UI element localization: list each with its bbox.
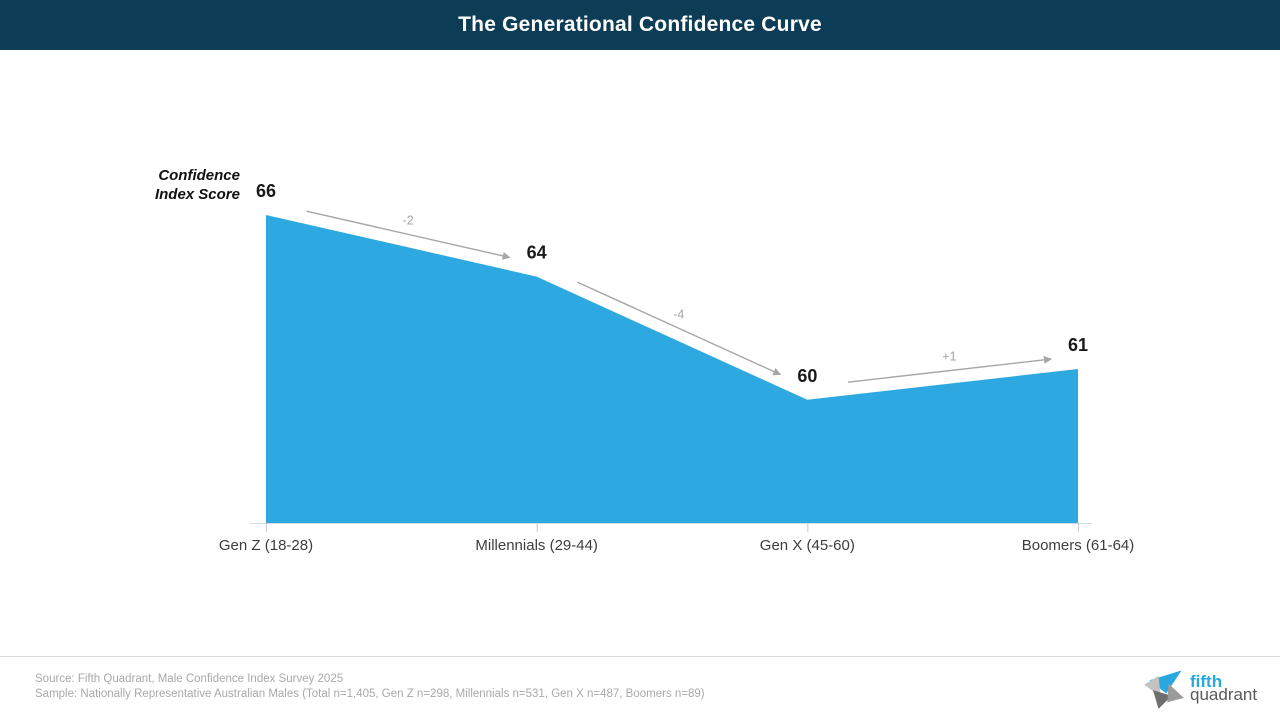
delta-arrow xyxy=(576,281,782,376)
x-axis-label: Millennials (29-44) xyxy=(475,537,598,554)
value-label: 66 xyxy=(256,181,276,201)
title-bar: The Generational Confidence Curve xyxy=(0,0,1280,50)
footer-divider xyxy=(0,656,1280,657)
logo-word-fifth: fifth xyxy=(1190,672,1223,691)
logo-text: fifth quadrant xyxy=(1190,672,1258,704)
confidence-area-chart: -2 -4 +1 66 64 60 61 xyxy=(250,181,1092,532)
footer-sample: Sample: Nationally Representative Austra… xyxy=(35,688,705,700)
value-label: 61 xyxy=(1068,335,1088,355)
fifth-quadrant-logo: fifth quadrant xyxy=(1142,666,1257,710)
delta-label: +1 xyxy=(942,350,956,364)
delta-label: -2 xyxy=(403,213,414,227)
y-axis-title: Confidence Index Score xyxy=(154,167,240,203)
value-label: 64 xyxy=(527,243,547,263)
logo-word-quadrant: quadrant xyxy=(1190,685,1258,704)
footer-source: Source: Fifth Quadrant, Male Confidence … xyxy=(35,673,344,685)
x-axis-label: Gen X (45-60) xyxy=(759,537,855,554)
x-axis-label: Gen Z (18-28) xyxy=(218,537,314,554)
delta-label: -4 xyxy=(673,307,684,321)
page-title: The Generational Confidence Curve xyxy=(458,13,822,36)
delta-arrow xyxy=(847,355,1052,383)
value-label: 60 xyxy=(797,366,817,386)
x-axis-label: Boomers (61-64) xyxy=(1021,537,1135,554)
pinwheel-logo-icon xyxy=(1144,670,1184,709)
area-shape xyxy=(266,215,1078,523)
delta-arrow xyxy=(306,210,511,260)
